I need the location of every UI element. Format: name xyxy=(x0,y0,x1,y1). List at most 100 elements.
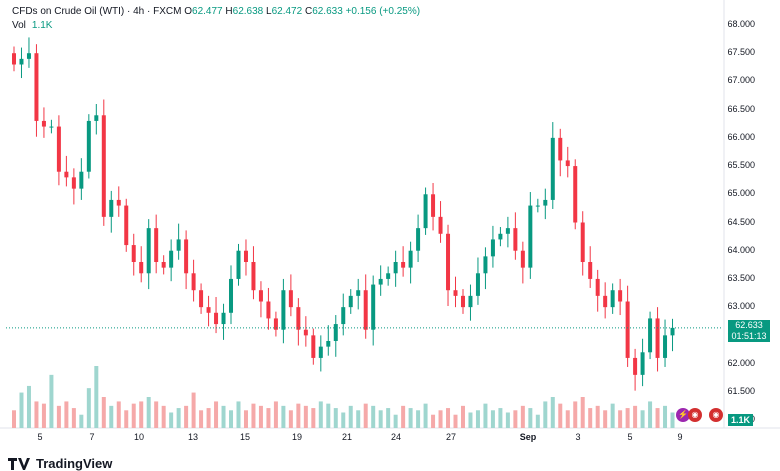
volume-bar xyxy=(318,401,323,428)
volume-bar xyxy=(363,403,368,428)
low-value: 62.472 xyxy=(271,6,303,17)
volume-bar xyxy=(378,410,383,428)
candle-body xyxy=(273,318,278,330)
volume-bar xyxy=(610,403,615,428)
candle-body xyxy=(513,228,518,251)
volume-bar xyxy=(535,414,540,428)
change-value: +0.156 (+0.25%) xyxy=(345,6,421,17)
last-price: 62.633 xyxy=(735,320,763,330)
price-tick: 65.500 xyxy=(727,160,755,171)
volume-bar xyxy=(371,405,376,428)
brand-name: TradingView xyxy=(36,456,113,471)
candle-body xyxy=(243,250,248,262)
candle-body xyxy=(565,160,570,167)
volume-bar xyxy=(423,403,428,428)
volume-bar xyxy=(266,408,271,428)
last-price-badge: 62.633 01:51:13 xyxy=(728,320,770,342)
candle-body xyxy=(475,273,480,296)
volume-bar xyxy=(341,412,346,428)
candle-body xyxy=(94,115,99,121)
candle-body xyxy=(49,126,54,128)
volume-bar xyxy=(12,410,16,428)
volume-bar xyxy=(109,405,114,428)
open-value: 62.477 xyxy=(192,6,223,17)
candle-body xyxy=(161,262,166,268)
us-flag-icon[interactable]: ◉ xyxy=(688,408,702,422)
candle-body xyxy=(229,278,234,313)
volume-bar xyxy=(475,410,480,428)
candle-body xyxy=(71,177,76,189)
candle-body xyxy=(333,324,338,341)
volume-bar xyxy=(453,414,458,428)
candle-body xyxy=(558,137,563,161)
volume-bar xyxy=(161,405,166,428)
candle-body xyxy=(655,318,660,358)
volume-bar xyxy=(655,408,660,428)
candle-body xyxy=(56,126,61,172)
candle-body xyxy=(625,301,630,358)
volume-bar xyxy=(640,410,645,428)
candle-body xyxy=(580,222,585,262)
price-tick: 66.000 xyxy=(727,131,755,142)
us-flag-icon[interactable]: ◉ xyxy=(709,408,723,422)
candle-body xyxy=(154,228,159,262)
volume-bar xyxy=(528,408,533,428)
volume-bar xyxy=(199,410,204,428)
candle-body xyxy=(401,262,406,268)
volume-bar xyxy=(124,410,129,428)
candle-body xyxy=(288,290,293,308)
volume-bar xyxy=(588,408,593,428)
candle-body xyxy=(326,341,331,347)
candle-body xyxy=(131,245,136,262)
candle-body xyxy=(34,53,39,121)
candle-body xyxy=(26,53,31,59)
volume-bar xyxy=(468,412,473,428)
tradingview-logo[interactable]: TradingView xyxy=(8,456,112,471)
candle-body xyxy=(386,273,391,279)
high-value: 62.638 xyxy=(232,6,264,17)
volume-bar xyxy=(34,401,39,428)
volume-bar xyxy=(543,401,548,428)
volume-bar xyxy=(281,405,286,428)
candle-body xyxy=(663,335,668,358)
volume-bar xyxy=(348,405,353,428)
lightning-icon[interactable]: ⚡ xyxy=(676,408,690,422)
candle-body xyxy=(303,329,308,336)
volume-bar xyxy=(236,401,241,428)
candle-body xyxy=(116,199,121,206)
candle-body xyxy=(453,290,458,296)
price-tick: 68.000 xyxy=(727,19,755,29)
volume-bar xyxy=(648,401,653,428)
candle-body xyxy=(520,250,525,268)
candle-body xyxy=(109,199,114,217)
candle-body xyxy=(490,239,495,257)
candle-body xyxy=(378,278,383,285)
volume-bar xyxy=(116,401,121,428)
candle-body xyxy=(670,327,675,336)
time-tick: 3 xyxy=(575,432,581,442)
candle-body xyxy=(550,137,555,200)
time-tick: 27 xyxy=(445,432,456,442)
candle-body xyxy=(423,194,428,229)
close-value: 62.633 xyxy=(312,6,343,17)
volume-bar xyxy=(580,397,585,428)
price-tick: 65.000 xyxy=(727,188,755,199)
volume-bar xyxy=(356,410,361,428)
volume-bar xyxy=(176,408,181,428)
volume-label: Vol xyxy=(12,20,26,31)
candle-body xyxy=(543,199,548,206)
volume-bar xyxy=(146,397,151,428)
candle-body xyxy=(356,290,361,296)
volume-bar xyxy=(214,401,219,428)
price-tick: 63.000 xyxy=(727,301,755,312)
high-label: H xyxy=(225,6,233,17)
volume-bar xyxy=(184,405,189,428)
time-tick: 5 xyxy=(37,432,43,442)
candle-body xyxy=(483,256,488,274)
volume-bar xyxy=(595,405,600,428)
candle-body xyxy=(371,284,376,330)
tv-icon xyxy=(8,457,30,470)
volume-bar xyxy=(251,403,256,428)
candle-body xyxy=(139,262,144,274)
